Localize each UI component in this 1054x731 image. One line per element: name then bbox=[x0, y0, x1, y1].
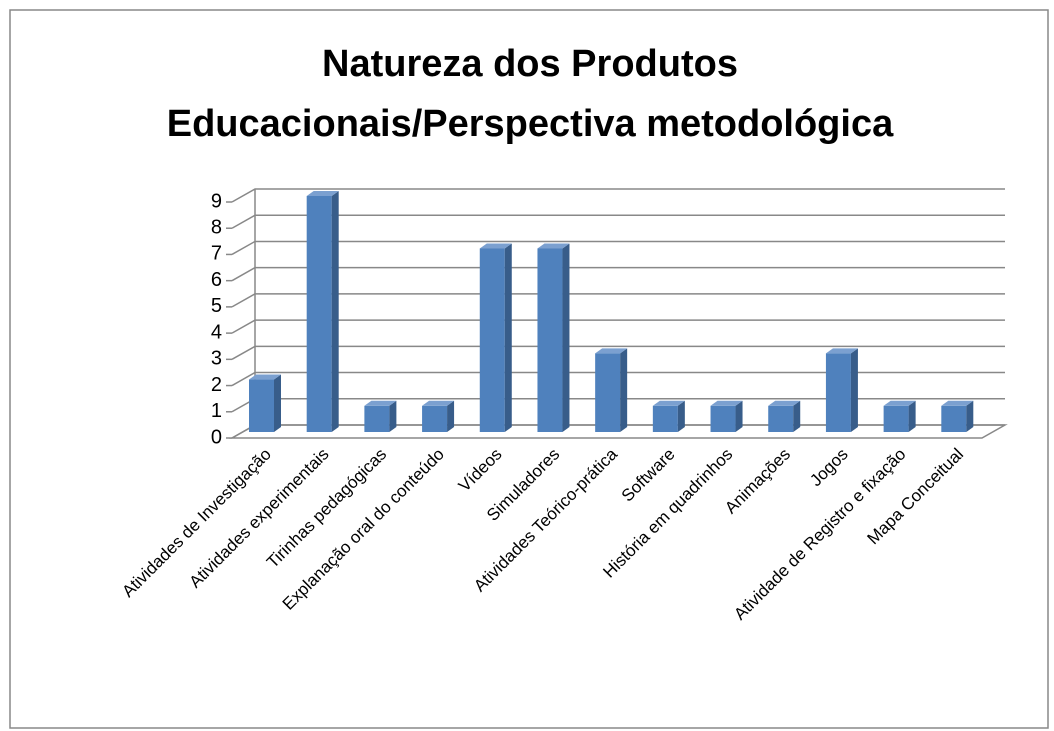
bar-side bbox=[389, 400, 397, 432]
bar-front bbox=[306, 196, 332, 432]
chart-border bbox=[9, 9, 1049, 729]
title-line: Educacionais/Perspectiva metodológica bbox=[167, 103, 894, 145]
bar-front bbox=[652, 405, 678, 432]
grid-line bbox=[231, 188, 1005, 203]
bar bbox=[306, 191, 339, 432]
bar bbox=[883, 400, 916, 432]
bar bbox=[941, 400, 974, 432]
bar-side bbox=[793, 400, 801, 432]
bar-top bbox=[422, 400, 455, 406]
y-tick-label: 7 bbox=[211, 243, 222, 265]
y-tick-label: 5 bbox=[211, 295, 222, 317]
bar-top bbox=[364, 400, 397, 406]
bar-side bbox=[677, 400, 685, 432]
bar-front bbox=[422, 405, 448, 432]
bar-side bbox=[504, 243, 512, 432]
bar-side bbox=[908, 400, 916, 432]
bar bbox=[768, 400, 801, 432]
bar-front bbox=[537, 248, 563, 432]
bar-side bbox=[274, 374, 281, 432]
bar-top bbox=[825, 348, 858, 354]
grid-line bbox=[231, 214, 1005, 229]
bar bbox=[652, 400, 685, 432]
bar bbox=[825, 348, 858, 432]
bar-front bbox=[595, 353, 621, 432]
bar-front bbox=[479, 248, 505, 432]
grid-line bbox=[231, 266, 1005, 282]
bar-front bbox=[825, 353, 851, 432]
chart-title: Natureza dos Produtos Educacionais/Perspe… bbox=[167, 43, 894, 145]
grid-line bbox=[231, 293, 1005, 308]
bar-side bbox=[331, 191, 339, 432]
y-tick-label: 9 bbox=[211, 190, 222, 212]
bar-front bbox=[364, 405, 390, 432]
bar-top bbox=[249, 374, 281, 380]
bar bbox=[249, 374, 281, 432]
title-line: Natureza dos Produtos bbox=[322, 43, 738, 85]
bar-front bbox=[768, 405, 794, 432]
bar-front bbox=[941, 405, 967, 432]
y-tick-label: 4 bbox=[211, 321, 222, 343]
bar bbox=[537, 243, 570, 432]
bar-side bbox=[562, 243, 570, 432]
bar bbox=[479, 243, 512, 432]
bar-front bbox=[710, 405, 736, 432]
bar bbox=[595, 348, 628, 432]
grid-line bbox=[231, 240, 1005, 256]
bar-top bbox=[941, 400, 974, 406]
bar-top bbox=[710, 400, 743, 406]
bar-side bbox=[966, 400, 974, 432]
grid-line bbox=[231, 319, 1005, 334]
bar-top bbox=[479, 243, 512, 249]
bar bbox=[364, 400, 397, 432]
bar-top bbox=[306, 191, 339, 196]
bar-front bbox=[883, 405, 909, 432]
bar-side bbox=[447, 400, 455, 432]
bar-top bbox=[652, 400, 685, 406]
y-tick-label: 8 bbox=[211, 217, 222, 239]
bar-front bbox=[249, 379, 274, 432]
y-tick-label: 3 bbox=[211, 348, 222, 370]
bar bbox=[422, 400, 455, 432]
y-tick-label: 6 bbox=[211, 269, 222, 291]
y-tick-label: 0 bbox=[211, 426, 222, 448]
y-tick-label: 2 bbox=[211, 374, 222, 396]
grid-line bbox=[231, 371, 1005, 387]
bar-top bbox=[883, 400, 916, 406]
bar-top bbox=[595, 348, 628, 354]
bar-side bbox=[735, 400, 743, 432]
bar-side bbox=[850, 348, 858, 432]
bar-side bbox=[620, 348, 628, 432]
y-tick-label: 1 bbox=[211, 400, 222, 422]
bar-top bbox=[537, 243, 570, 249]
bar bbox=[710, 400, 743, 432]
bar-top bbox=[768, 400, 801, 406]
grid-line bbox=[231, 345, 1005, 360]
